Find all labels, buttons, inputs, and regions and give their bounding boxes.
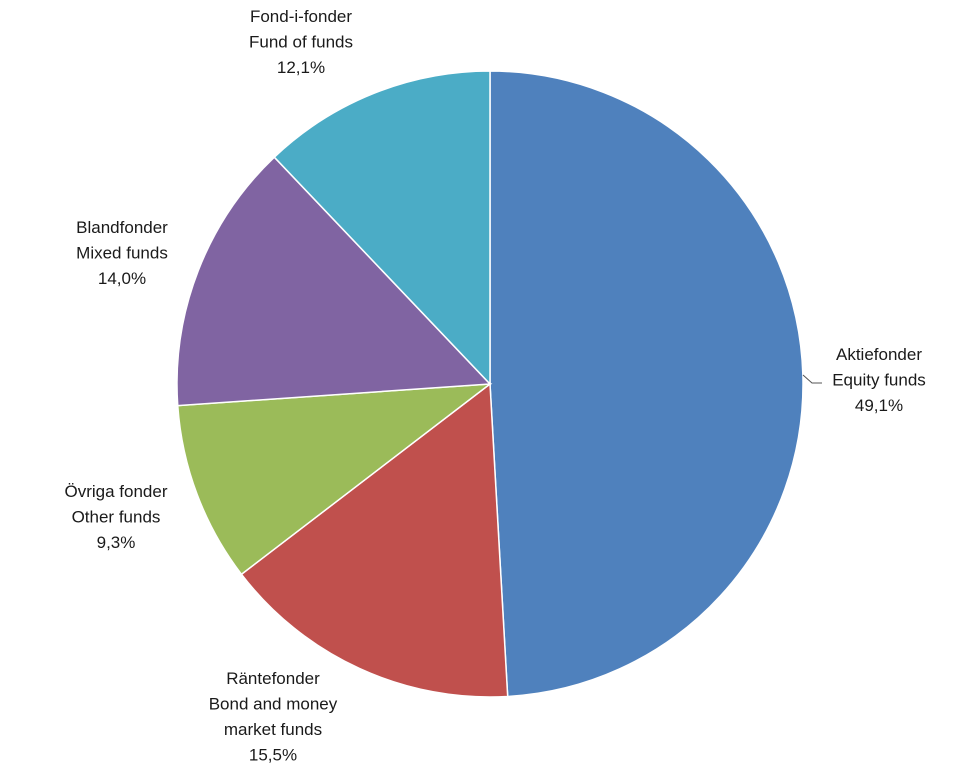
slice-name-label: Equity funds — [832, 371, 926, 390]
slice-name-label: Mixed funds — [76, 244, 168, 263]
slice-name-label: Blandfonder — [76, 218, 168, 237]
slice-labels: Aktiefonder Equity funds 49,1% Räntefonder B… — [65, 7, 926, 765]
slice-value-label: 49,1% — [855, 396, 903, 415]
slice-label-fund-of-funds: Fond-i-fonder Fund of funds 12,1% — [249, 7, 353, 77]
slice-value-label: 15,5% — [249, 746, 297, 765]
slice-name-label: Räntefonder — [226, 669, 320, 688]
slice-name-label: Övriga fonder — [65, 482, 168, 501]
pie-slice-mixed-funds — [176, 156, 492, 407]
slice-name-label: Other funds — [72, 508, 161, 527]
leader-line-equity-funds — [802, 374, 822, 384]
pie-slice-fund-of-funds — [273, 70, 491, 386]
slice-name-label: market funds — [224, 720, 322, 739]
slice-value-label: 12,1% — [277, 58, 325, 77]
slice-label-mixed-funds: Blandfonder Mixed funds 14,0% — [76, 218, 168, 288]
leader-lines — [802, 374, 822, 384]
pie-slices — [176, 70, 804, 698]
pie-slice-equity-funds — [489, 70, 804, 698]
pie-slice-bond-and-money-market-funds — [240, 382, 509, 698]
slice-value-label: 14,0% — [98, 269, 146, 288]
slice-name-label: Fond-i-fonder — [250, 7, 352, 26]
slice-label-bond-and-money-market-funds: Räntefonder Bond and money market funds 15,… — [209, 669, 338, 765]
slice-label-equity-funds: Aktiefonder Equity funds 49,1% — [832, 345, 926, 415]
slice-value-label: 9,3% — [97, 533, 136, 552]
slice-name-label: Bond and money — [209, 695, 338, 714]
slice-name-label: Fund of funds — [249, 33, 353, 52]
slice-name-label: Aktiefonder — [836, 345, 922, 364]
pie-slice-other-funds — [176, 383, 493, 576]
slice-label-other-funds: Övriga fonder Other funds 9,3% — [65, 482, 168, 552]
